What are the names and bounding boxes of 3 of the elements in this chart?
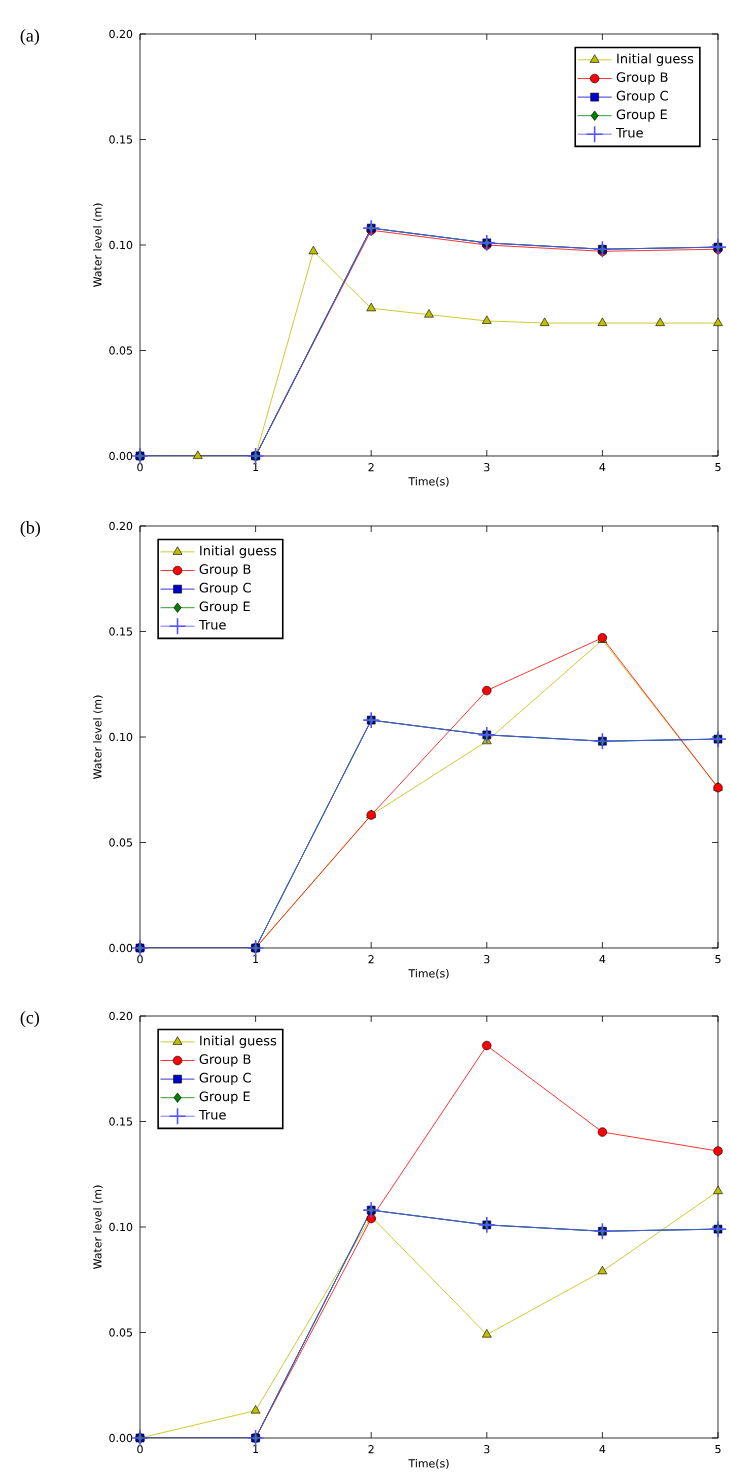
chart-title: (a) bbox=[20, 29, 39, 46]
chart-title: (c) bbox=[20, 1011, 39, 1028]
chart-title: (b) bbox=[20, 521, 41, 538]
